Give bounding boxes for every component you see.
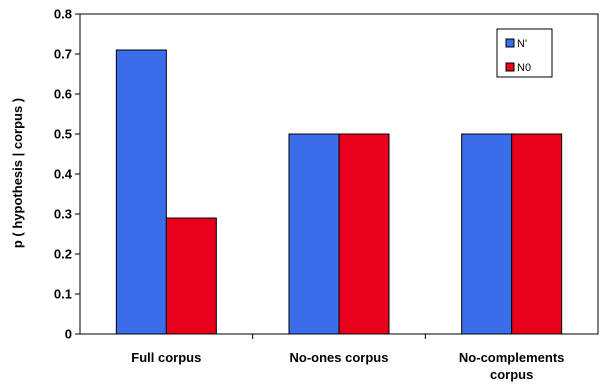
- bar-n-prime: [115, 49, 167, 335]
- x-axis: Full corpus No-ones corpus No-complements c…: [131, 334, 564, 382]
- y-tick-label: 0.4: [54, 167, 73, 182]
- y-tick-label: 0.3: [54, 207, 72, 222]
- bar-n0: [511, 133, 563, 335]
- y-tick-label: 0.7: [54, 47, 72, 62]
- y-tick-label: 0.5: [54, 127, 72, 142]
- y-axis-label: p ( hypothesis | corpus ): [10, 98, 25, 248]
- legend-swatch: [505, 38, 515, 48]
- y-tick-label: 0.6: [54, 87, 72, 102]
- legend-label: N0: [517, 62, 531, 74]
- y-tick-label: 0.2: [54, 247, 72, 262]
- bar-n-prime: [288, 133, 340, 335]
- legend: N' N0: [496, 28, 553, 78]
- y-tick-label: 0: [65, 327, 72, 342]
- legend-label: N': [517, 38, 527, 50]
- legend-swatch: [505, 62, 515, 72]
- bar-n-prime: [461, 133, 513, 335]
- y-tick-label: 0.1: [54, 287, 72, 302]
- x-category-label: No-complements corpus: [459, 350, 564, 382]
- x-category-label: No-ones corpus: [290, 350, 389, 365]
- bar-n0: [338, 133, 390, 335]
- bar-n0: [165, 217, 217, 335]
- x-category-label: Full corpus: [131, 350, 201, 365]
- bars: [115, 49, 563, 335]
- y-tick-label: 0.8: [54, 7, 72, 22]
